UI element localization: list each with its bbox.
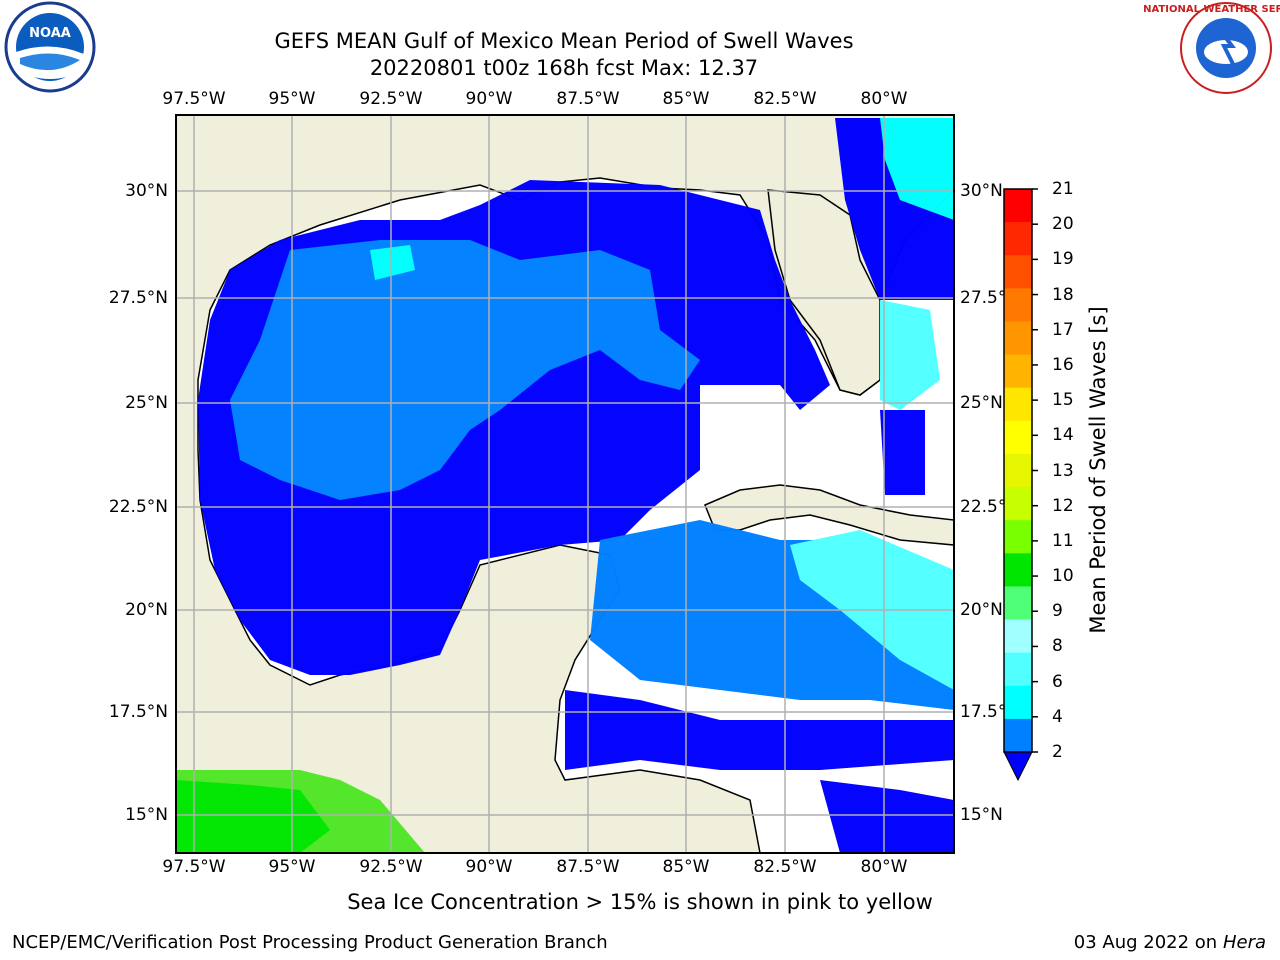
lat-label-right-2: 25°N: [960, 393, 1003, 413]
lon-label-top-6: 82.5°W: [753, 89, 817, 109]
chart-title: GEFS MEAN Gulf of Mexico Mean Period of …: [274, 29, 854, 53]
lon-label-top-7: 80°W: [860, 89, 908, 109]
colorbar-bin-2: [1004, 255, 1032, 289]
land-florida: [767, 189, 881, 396]
colorbar-tick-label-9: 12: [1052, 495, 1074, 516]
colorbar-tick-label-15: 4: [1052, 706, 1063, 727]
colorbar-extension: [1003, 751, 1033, 782]
colorbar-tick-label-13: 8: [1052, 636, 1063, 657]
lon-label-bottom-0: 97.5°W: [162, 857, 226, 877]
lat-label-left-0: 30°N: [125, 181, 168, 201]
lat-label-right-4: 20°N: [960, 600, 1003, 620]
colorbar-tick-label-11: 10: [1052, 566, 1074, 587]
colorbar-bin-16: [1004, 718, 1032, 753]
colorbar-bin-12: [1004, 586, 1032, 621]
colorbar-tick-label-8: 13: [1052, 460, 1074, 481]
colorbar-bin-0: [1004, 189, 1032, 223]
colorbar-tick-label-5: 16: [1052, 354, 1074, 375]
swell-field: [176, 118, 954, 853]
lon-label-bottom-5: 85°W: [662, 857, 710, 877]
lon-label-bottom-2: 92.5°W: [359, 857, 423, 877]
lon-label-bottom-1: 95°W: [268, 857, 316, 877]
colorbar-tick-label-6: 15: [1052, 390, 1074, 411]
colorbar-tick-label-7: 14: [1052, 425, 1074, 446]
lon-label-top-1: 95°W: [268, 89, 316, 109]
colorbar-tick-label-1: 20: [1052, 214, 1074, 235]
colorbar-tick-label-2: 19: [1052, 249, 1074, 270]
colorbar-bin-13: [1004, 619, 1032, 654]
lon-label-top-4: 87.5°W: [556, 89, 620, 109]
svg-text:NOAA: NOAA: [29, 26, 71, 41]
lat-label-right-6: 15°N: [960, 805, 1003, 825]
colorbar-bin-15: [1004, 685, 1032, 720]
lon-label-bottom-7: 80°W: [860, 857, 908, 877]
lat-label-left-1: 27.5°N: [108, 288, 168, 308]
colorbar-tick-label-16: 2: [1052, 742, 1063, 762]
lat-label-left-5: 17.5°N: [108, 702, 168, 722]
lon-label-bottom-3: 90°W: [465, 857, 513, 877]
lat-label-left-3: 22.5°N: [108, 497, 168, 517]
lat-label-right-3: 22.5°N: [960, 497, 1006, 517]
colorbar-bin-8: [1004, 453, 1032, 488]
lat-label-left-4: 20°N: [125, 600, 168, 620]
colorbar-bin-1: [1004, 222, 1032, 256]
noaa-logo: NOAA: [4, 1, 96, 93]
lon-label-top-3: 90°W: [465, 89, 513, 109]
lon-label-bottom-4: 87.5°W: [556, 857, 620, 877]
lon-label-top-0: 97.5°W: [162, 89, 226, 109]
colorbar-tick-label-10: 11: [1052, 530, 1074, 551]
colorbar-tick-label-0: 21: [1052, 179, 1074, 199]
colorbar-bin-11: [1004, 553, 1032, 587]
lat-label-left-6: 15°N: [125, 805, 168, 825]
colorbar-tick-label-12: 9: [1052, 601, 1063, 622]
lat-label-right-1: 27.5°N: [960, 288, 1006, 308]
lon-label-bottom-6: 82.5°W: [753, 857, 817, 877]
colorbar-bin-14: [1004, 652, 1032, 687]
colorbar-bin-9: [1004, 487, 1032, 521]
colorbar-bin-7: [1004, 420, 1032, 455]
colorbar-bin-6: [1004, 387, 1032, 422]
lat-label-right-5: 17.5°N: [960, 702, 1006, 722]
colorbar-tick-label-14: 6: [1052, 671, 1063, 692]
colorbar-tick-label-3: 18: [1052, 284, 1074, 305]
colorbar-bin-4: [1004, 321, 1032, 356]
footer-credit: NCEP/EMC/Verification Post Processing Pr…: [12, 932, 608, 953]
footer-date: 03 Aug 2022 on Hera: [1073, 932, 1266, 953]
lat-label-left-2: 25°N: [125, 393, 168, 413]
colorbar-bin-5: [1004, 354, 1032, 389]
graticule: [176, 115, 954, 853]
colorbar-tick-label-4: 17: [1052, 319, 1074, 340]
svg-text:NATIONAL WEATHER SERVICE: NATIONAL WEATHER SERVICE: [1143, 4, 1280, 15]
colorbar: [1003, 188, 1038, 782]
lon-label-top-2: 92.5°W: [359, 89, 423, 109]
colorbar-title: Mean Period of Swell Waves [s]: [1086, 306, 1110, 634]
colorbar-bin-3: [1004, 288, 1032, 322]
colorbar-bin-10: [1004, 520, 1032, 554]
lon-label-top-5: 85°W: [662, 89, 710, 109]
map-panel: [175, 114, 955, 854]
sea-ice-note: Sea Ice Concentration > 15% is shown in …: [347, 890, 933, 914]
lat-label-right-0: 30°N: [960, 181, 1003, 201]
nws-logo: NATIONAL WEATHER SERVICE: [1143, 2, 1280, 94]
chart-subtitle: 20220801 t00z 168h fcst Max: 12.37: [369, 56, 759, 80]
